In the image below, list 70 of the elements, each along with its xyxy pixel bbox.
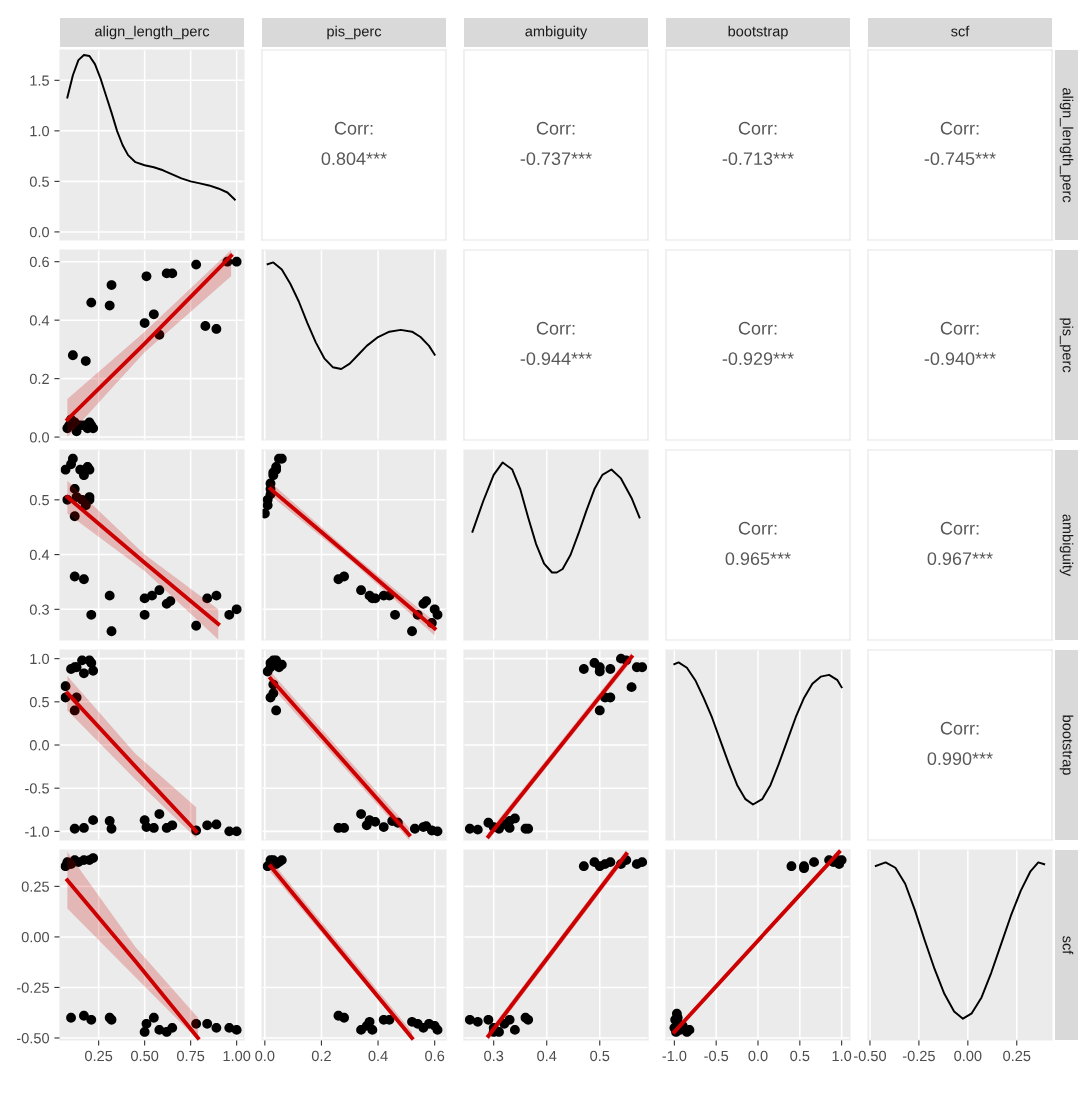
y-tick-label: -0.50 (16, 1033, 50, 1044)
text: 0.967*** (927, 552, 993, 566)
text: 0.804*** (321, 152, 387, 166)
x-tick-label: 0.2 (311, 1050, 331, 1062)
text: bootstrap (1059, 715, 1074, 775)
x-tick-label: 0.4 (537, 1050, 557, 1062)
text: pis_perc (1059, 318, 1074, 373)
y2-axis-title: scf (1062, 936, 1074, 955)
y-tick-label: 0.0 (29, 227, 50, 238)
y-tick-label: 1.5 (30, 75, 49, 86)
x-tick-label: 0.50 (131, 1050, 159, 1062)
y-tick-label: 0.5 (29, 176, 49, 187)
y-tick-label: 1.0 (30, 653, 50, 665)
y-tick-label: 0.3 (29, 604, 49, 615)
x-tick-label: 0.0 (748, 1050, 768, 1062)
text: -0.944*** (520, 352, 592, 366)
x-tick-label: 0.3 (484, 1050, 504, 1062)
text: Corr: (738, 121, 777, 135)
text: -0.745*** (924, 152, 996, 166)
x-tick-label: 1.0 (832, 1050, 852, 1062)
text: Corr: (940, 521, 979, 535)
text: ambiguity (1059, 514, 1074, 577)
x-tick-label: 0.25 (1003, 1050, 1031, 1062)
text: Corr: (738, 321, 777, 335)
x-tick-label: -0.50 (853, 1050, 887, 1062)
text: ambiguity (525, 25, 588, 40)
text: Corr: (536, 121, 575, 135)
y-tick-label: 0.0 (29, 432, 50, 443)
text: Corr: (940, 321, 979, 335)
y-tick-label: 0.25 (21, 881, 49, 892)
y-tick-label: 0.2 (29, 373, 49, 385)
text: 0.965*** (725, 552, 791, 566)
y-tick-label: 0.00 (21, 932, 50, 943)
text: -0.929*** (722, 352, 794, 366)
x-tick-label: 0.25 (85, 1050, 113, 1062)
text: Corr: (940, 721, 979, 735)
x-tick-label: -0.25 (902, 1050, 935, 1062)
chart-title: align_length_perc (95, 25, 210, 40)
y-tick-label: 0.4 (29, 549, 50, 561)
text: Corr: (738, 521, 777, 535)
text: scf (951, 25, 970, 37)
text: -0.713*** (722, 152, 794, 166)
text: Corr: (940, 121, 979, 135)
text: bootstrap (728, 25, 788, 40)
x-tick-label: -0.5 (704, 1050, 729, 1062)
text: Corr: (536, 321, 575, 335)
y-tick-label: -0.25 (16, 982, 49, 993)
y-tick-label: -0.5 (25, 783, 49, 794)
y-tick-label: 0.5 (29, 494, 49, 506)
x-tick-label: 0.5 (790, 1050, 810, 1062)
text: 0.990*** (927, 752, 993, 766)
x-tick-label: 0.0 (255, 1050, 275, 1062)
x-tick-label: 0.00 (954, 1050, 982, 1062)
y-tick-label: 0.5 (29, 696, 49, 708)
text: -0.940*** (924, 352, 996, 366)
text: pis_perc (327, 25, 382, 40)
y-tick-label: 0.4 (29, 315, 50, 326)
x-tick-label: 0.5 (590, 1050, 610, 1062)
x-tick-label: 0.75 (177, 1050, 205, 1062)
text: align_length_perc (1059, 88, 1074, 203)
text: Corr: (334, 121, 373, 135)
text: -0.737*** (520, 152, 592, 166)
y-tick-label: 0.0 (29, 740, 50, 751)
y-tick-label: -1.0 (25, 826, 50, 837)
x-tick-label: -1.0 (662, 1050, 687, 1062)
y-tick-label: 1.0 (30, 125, 50, 137)
y-tick-label: 0.6 (29, 256, 49, 268)
x-tick-label: 1.00 (223, 1050, 251, 1062)
x-tick-label: 0.6 (425, 1050, 445, 1062)
x-tick-label: 0.4 (368, 1050, 388, 1062)
